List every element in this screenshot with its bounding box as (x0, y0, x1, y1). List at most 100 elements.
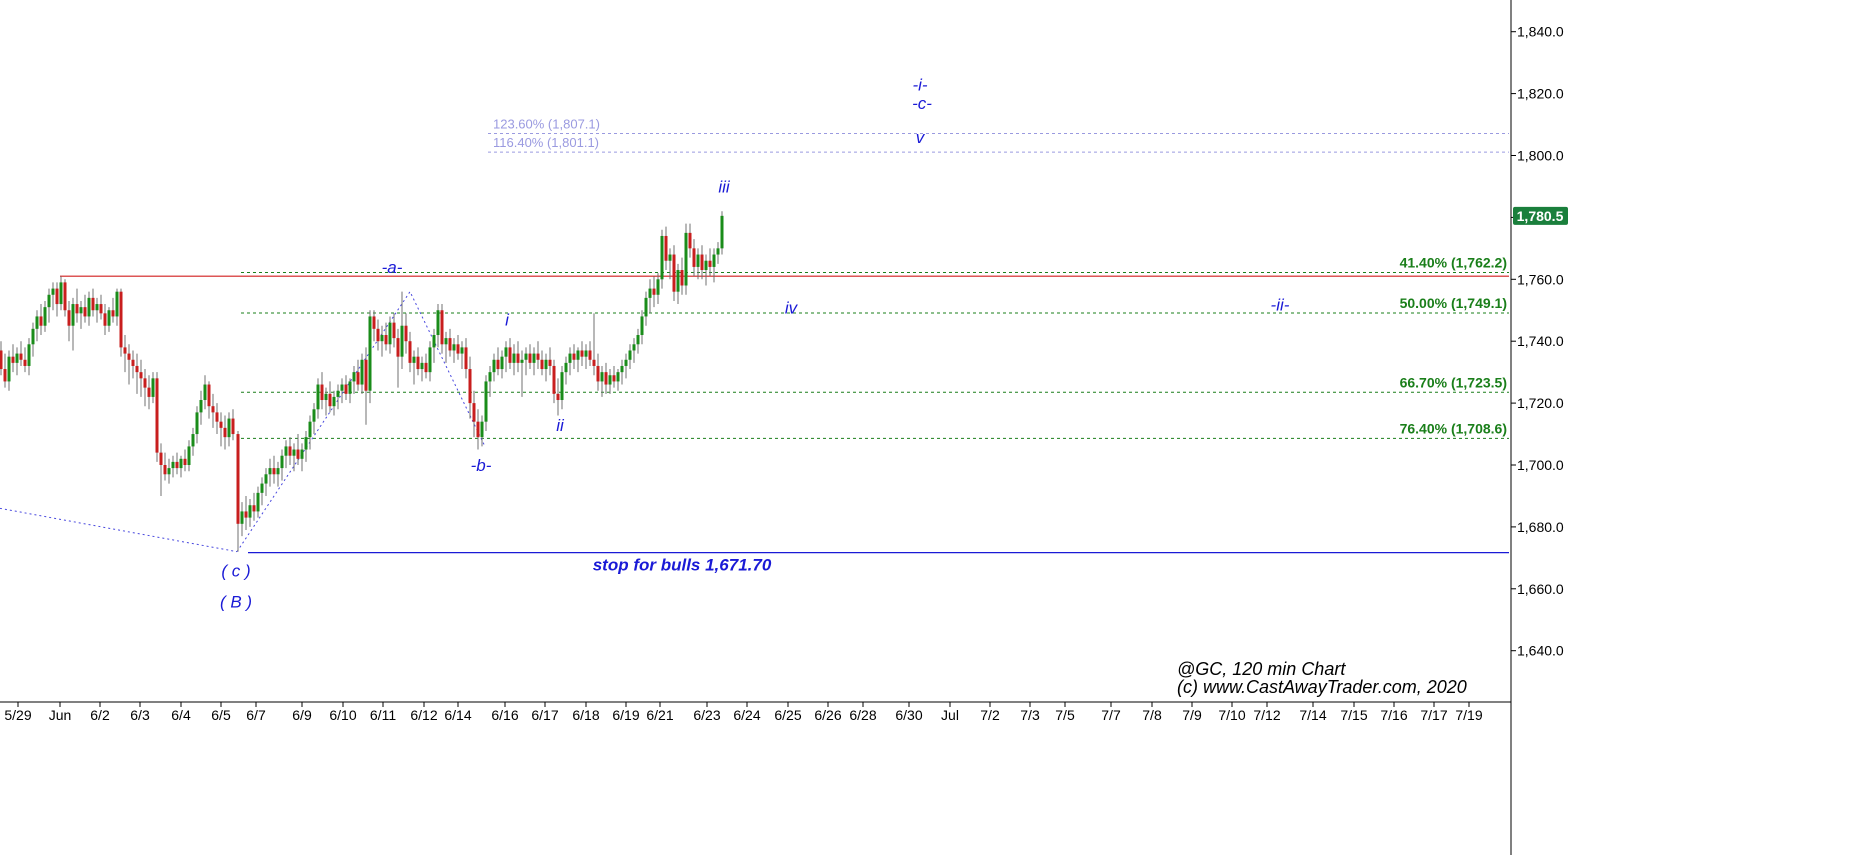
candle-body (143, 378, 147, 388)
candle-body (672, 254, 676, 292)
candle-body (11, 356, 15, 363)
candle-body (660, 235, 664, 280)
x-axis-tick-label: 6/4 (171, 707, 191, 723)
x-axis-tick-label: 7/16 (1380, 707, 1407, 723)
candle-body (552, 365, 556, 394)
candle-body (195, 412, 199, 435)
wave-label: ii (556, 416, 565, 435)
axes-layer: 1,640.0 1,660.0 1,680.0 1,700.0 1,720.0 1,740… (0, 0, 1568, 855)
x-axis-tick-label: 6/21 (646, 707, 673, 723)
candle-body (240, 511, 244, 524)
candle-body (400, 325, 404, 357)
candle-body (480, 421, 484, 438)
candle-body (460, 347, 464, 354)
candle-body (304, 437, 308, 450)
y-axis-tick-label: 1,740.0 (1517, 333, 1564, 349)
x-axis-tick-label: 7/15 (1340, 707, 1367, 723)
last-price-label: 1,780.5 (1517, 208, 1564, 224)
y-axis-tick-label: 1,760.0 (1517, 271, 1564, 287)
x-axis-tick-label: 6/30 (895, 707, 922, 723)
candle-body (680, 270, 684, 286)
candle-body (31, 328, 35, 345)
candle-body (123, 347, 127, 354)
candle-body (432, 335, 436, 348)
fib-level-label: 66.70% (1,723.5) (1400, 374, 1507, 390)
candle-body (420, 362, 424, 370)
candle-body (416, 356, 420, 370)
candle-body (147, 387, 151, 397)
x-axis-tick-label: Jun (49, 707, 72, 723)
candle-body (396, 338, 400, 357)
candle-body (99, 304, 103, 314)
candle-body (692, 248, 696, 267)
candle-body (704, 260, 708, 271)
candle-body (167, 468, 171, 475)
candle-body (3, 369, 7, 382)
candle-body (316, 384, 320, 410)
candle-body (344, 384, 348, 394)
candle-body (376, 328, 380, 342)
stop-line-label: stop for bulls 1,671.70 (593, 556, 772, 575)
candle-body (332, 396, 336, 407)
candle-body (668, 254, 672, 261)
y-axis-tick-label: 1,660.0 (1517, 581, 1564, 597)
candle-body (584, 350, 588, 357)
candle-body (79, 307, 83, 314)
candle-body (608, 375, 612, 385)
x-axis-tick-label: 7/5 (1055, 707, 1075, 723)
candle-body (588, 350, 592, 360)
x-axis-tick-label: 6/10 (329, 707, 356, 723)
extension-level-label: 123.60% (1,807.1) (493, 117, 600, 132)
candle-body (580, 350, 584, 357)
candle-body (284, 446, 288, 456)
candle-body (484, 381, 488, 422)
candle-body (632, 344, 636, 351)
candle-body (512, 353, 516, 363)
wave-label: ( B ) (220, 592, 252, 611)
x-axis-tick-label: 6/16 (491, 707, 518, 723)
candle-body (544, 359, 548, 370)
candle-body (207, 384, 211, 407)
candle-body (620, 365, 624, 373)
candle-body (312, 409, 316, 422)
last-price-tag (1513, 206, 1568, 225)
candle-body (644, 297, 648, 317)
candle-body (716, 248, 720, 255)
candle-body (348, 381, 352, 394)
candle-body (488, 372, 492, 382)
y-axis-tick-label: 1,820.0 (1517, 86, 1564, 102)
x-axis-tick-label: 7/19 (1455, 707, 1482, 723)
trendline-layer (0, 290, 486, 553)
candle-body (268, 468, 272, 475)
candle-body (472, 403, 476, 422)
candle-body (648, 288, 652, 298)
candle-body (27, 344, 31, 366)
y-axis-tick-label: 1,800.0 (1517, 148, 1564, 164)
candle-body (19, 353, 23, 360)
x-axis-tick-label: 6/17 (531, 707, 558, 723)
candle-body (560, 372, 564, 401)
candle-body (179, 458, 183, 469)
candle-body (328, 393, 332, 407)
candle-body (712, 254, 716, 267)
candle-body (720, 215, 724, 249)
candle-body (436, 310, 440, 336)
candle-body (548, 359, 552, 366)
wave-label: iv (785, 298, 799, 317)
x-axis-tick-label: 7/2 (980, 707, 1000, 723)
candle-body (424, 362, 428, 373)
fib-level-label: 50.00% (1,749.1) (1400, 295, 1507, 311)
x-axis-tick-label: 6/11 (370, 707, 396, 723)
copyright-note: (c) www.CastAwayTrader.com, 2020 (1177, 677, 1467, 697)
candle-body (95, 304, 99, 311)
x-axis-tick-label: 7/12 (1253, 707, 1280, 723)
candle-body (428, 347, 432, 373)
candle-body (35, 316, 39, 329)
x-axis-tick-label: 7/3 (1020, 707, 1040, 723)
x-axis-tick-label: 6/5 (211, 707, 231, 723)
candle-body (528, 353, 532, 363)
candle-body (532, 353, 536, 363)
candle-body (684, 232, 688, 286)
candle-body (592, 359, 596, 366)
candle-body (260, 483, 264, 493)
